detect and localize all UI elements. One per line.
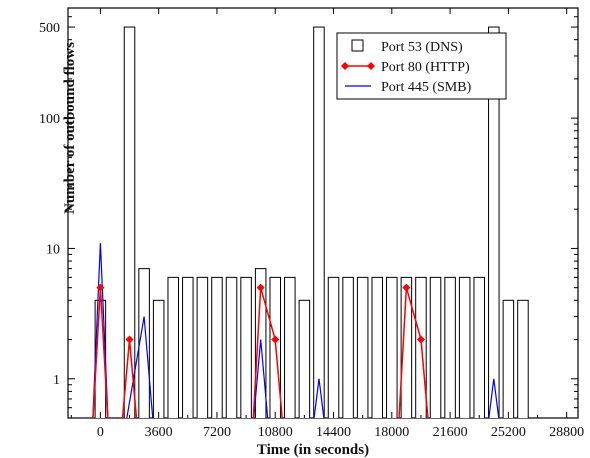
dns-bar: [123, 26, 136, 418]
smb-line: [488, 378, 500, 418]
x-tick-label: 21600: [433, 425, 468, 440]
dns-bar: [182, 276, 194, 418]
y-tick-label: 1: [53, 373, 60, 388]
smb-line: [253, 339, 269, 418]
dns-bar: [313, 26, 325, 418]
smb-line: [126, 316, 154, 418]
x-tick-label: 3600: [145, 425, 173, 440]
dns-bars: [94, 26, 529, 418]
dns-bar: [167, 276, 180, 418]
y-axis-label: Number of outbound flows: [62, 42, 78, 214]
http-marker: [402, 283, 411, 292]
x-tick-label: 10800: [258, 425, 293, 440]
dns-bar: [342, 276, 354, 418]
legend-swatch-dns: [351, 39, 364, 52]
dns-bar: [444, 276, 456, 418]
dns-bar: [284, 276, 296, 418]
legend: Port 53 (DNS) Port 80 (HTTP) Port 445 (S…: [336, 32, 507, 100]
series-lines: [92, 243, 500, 418]
y-tick-label: 500: [39, 21, 60, 36]
dns-bar: [488, 26, 500, 418]
dns-bar: [473, 276, 486, 418]
http-line: [252, 287, 283, 418]
http-line: [398, 287, 429, 418]
legend-marker-http: [341, 62, 349, 70]
dns-bar: [356, 276, 369, 418]
dns-bar: [458, 276, 471, 418]
dns-bar: [211, 276, 223, 418]
http-marker: [256, 283, 265, 292]
y-axis: 1 10 100 500: [39, 16, 578, 409]
legend-label-smb: Port 445 (SMB): [381, 80, 472, 95]
dns-bar: [138, 268, 150, 418]
dns-bar: [517, 299, 529, 418]
legend-marker-http: [367, 62, 375, 70]
legend-label-http: Port 80 (HTTP): [381, 60, 470, 75]
x-axis: 0 3600 7200 10800 14400 18000 21600 25200 28800: [70, 8, 584, 440]
x-tick-label: 18000: [374, 425, 409, 440]
dns-bar: [415, 276, 427, 418]
dns-bar: [400, 276, 413, 418]
dns-bar: [196, 276, 209, 418]
dns-bar: [502, 299, 515, 418]
x-tick-label: 25200: [491, 425, 526, 440]
dns-bar: [429, 276, 442, 418]
x-tick-label: 14400: [316, 425, 351, 440]
x-axis-label: Time (in seconds): [257, 442, 369, 458]
dns-bar: [225, 276, 238, 418]
dns-bar: [371, 276, 384, 418]
dns-bar: [152, 299, 165, 418]
smb-line: [92, 243, 109, 418]
dns-bar: [327, 276, 340, 418]
x-tick-label: 0: [97, 425, 104, 440]
smb-line: [313, 378, 325, 418]
y-tick-label: 100: [39, 112, 60, 127]
http-marker: [125, 335, 134, 344]
x-tick-label: 28800: [549, 425, 584, 440]
http-marker: [271, 335, 280, 344]
y-tick-label: 10: [46, 242, 60, 257]
http-marker: [416, 335, 425, 344]
dns-bar: [386, 276, 398, 418]
dns-bar: [298, 299, 311, 418]
http-marker: [96, 283, 105, 292]
dns-bar: [269, 276, 282, 418]
x-tick-label: 7200: [203, 425, 231, 440]
legend-label-dns: Port 53 (DNS): [381, 40, 463, 55]
dns-bar: [240, 276, 252, 418]
